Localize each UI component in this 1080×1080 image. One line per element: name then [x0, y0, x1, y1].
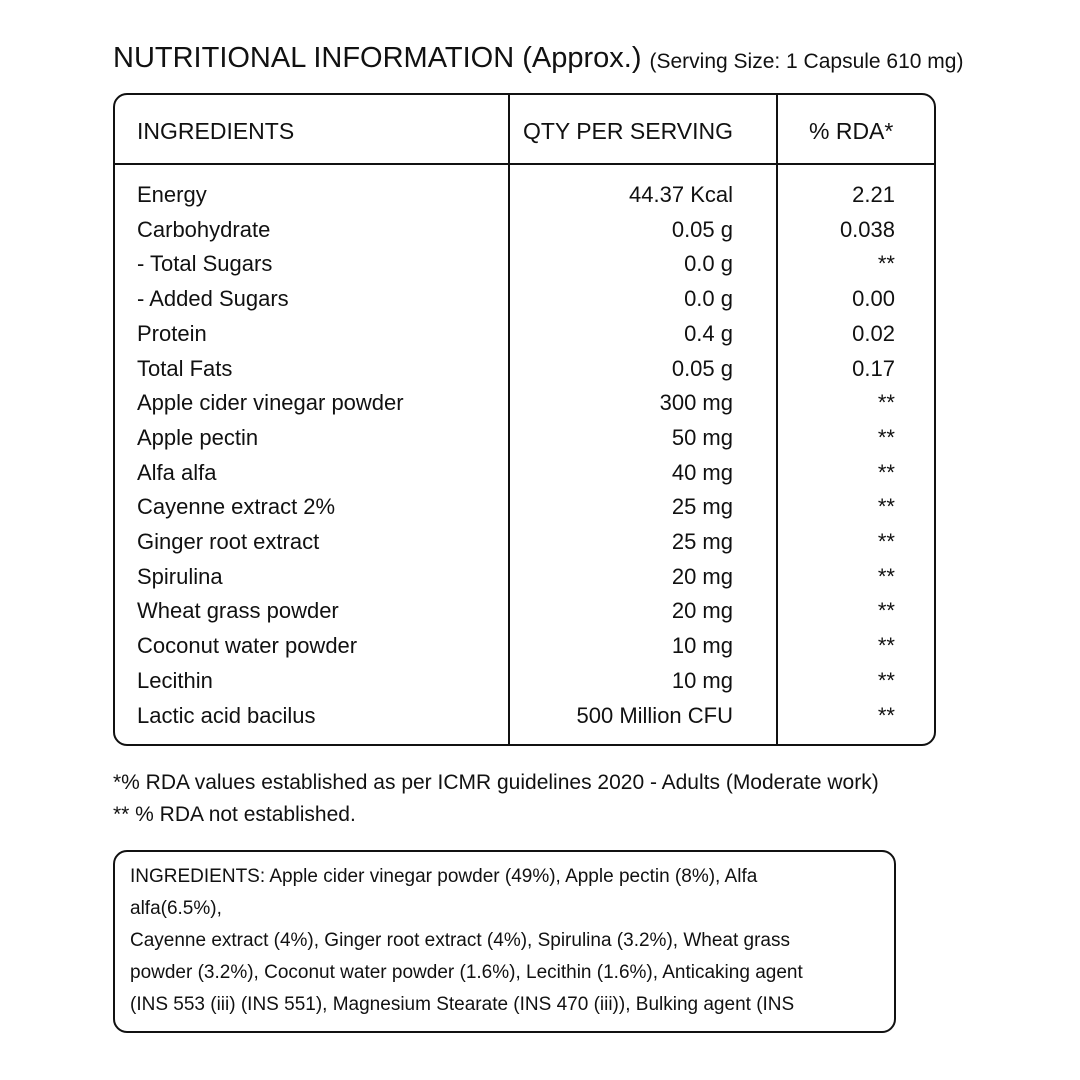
header-divider: [113, 163, 936, 165]
subtitle: (Serving Size: 1 Capsule 610 mg): [649, 50, 964, 73]
quantity: 25 mg: [671, 529, 733, 554]
ingredients-frame: [113, 850, 896, 1033]
quantity: 50 mg: [671, 424, 733, 450]
quantity: 0.0 g: [684, 251, 733, 277]
footnote: *% RDA values established as per ICMR gu…: [113, 771, 879, 794]
ingredients-line: Cayenne extract (4%), Ginger root extrac…: [130, 930, 790, 951]
rda: 0.038: [839, 216, 895, 242]
rda: **: [877, 563, 895, 589]
ingredient-name: Apple cider vinegar powder: [137, 390, 404, 416]
quantity: 20 mg: [671, 563, 733, 589]
ingredient-name: Lactic acid bacilus: [137, 702, 316, 728]
ingredient-name: Alfa alfa: [137, 459, 217, 485]
quantity: 10 mg: [671, 633, 733, 659]
ingredient-name: Energy: [137, 182, 207, 207]
column-divider: [776, 93, 778, 746]
ingredient-name: Apple pectin: [137, 424, 259, 450]
rda: **: [877, 424, 895, 450]
column-header: QTY PER SERVING: [522, 118, 733, 144]
ingredient-name: - Added Sugars: [137, 286, 289, 312]
column-header: % RDA*: [809, 118, 894, 144]
quantity: 20 mg: [671, 598, 733, 624]
ingredient-name: Spirulina: [137, 563, 223, 589]
ingredient-name: Total Fats: [137, 355, 233, 381]
rda: **: [877, 390, 895, 416]
ingredient-name: Coconut water powder: [137, 633, 358, 659]
ingredients-line: (INS 553 (iii) (INS 551), Magnesium Stea…: [130, 994, 795, 1015]
rda: **: [877, 633, 895, 659]
ingredients-line: INGREDIENTS: Apple cider vinegar powder …: [130, 866, 758, 887]
quantity: 0.05 g: [671, 216, 733, 242]
quantity: 25 mg: [671, 494, 733, 520]
quantity: 0.4 g: [684, 320, 733, 346]
ingredient-name: Wheat grass powder: [137, 598, 339, 624]
quantity: 0.0 g: [684, 286, 733, 312]
rda: **: [877, 459, 895, 485]
rda: 0.02: [852, 320, 895, 346]
rda: **: [877, 251, 895, 277]
ingredients-line: powder (3.2%), Coconut water powder (1.6…: [130, 962, 803, 983]
rda: **: [877, 667, 895, 693]
footnote: ** % RDA not established.: [113, 803, 356, 826]
column-header: INGREDIENTS: [137, 118, 295, 144]
title: NUTRITIONAL INFORMATION (Approx.): [113, 42, 642, 74]
ingredient-name: Cayenne extract 2%: [137, 494, 336, 520]
quantity: 44.37 Kcal: [629, 182, 733, 207]
quantity: 300 mg: [659, 390, 733, 416]
ingredient-name: Lecithin: [137, 667, 213, 693]
rda: **: [877, 702, 895, 728]
column-divider: [508, 93, 510, 746]
ingredients-line: alfa(6.5%),: [130, 898, 222, 919]
rda: 0.00: [852, 286, 895, 312]
rda: 2.21: [852, 182, 895, 207]
ingredient-name: Carbohydrate: [137, 216, 271, 242]
rda: **: [877, 598, 895, 624]
ingredient-name: Ginger root extract: [137, 529, 320, 554]
quantity: 10 mg: [671, 667, 733, 693]
rda: **: [877, 529, 895, 554]
rda: 0.17: [852, 355, 895, 381]
quantity: 40 mg: [671, 459, 733, 485]
quantity: 0.05 g: [671, 355, 733, 381]
ingredient-name: Protein: [137, 320, 207, 346]
ingredient-name: - Total Sugars: [137, 251, 273, 277]
rda: **: [877, 494, 895, 520]
nutrition-table-frame: [113, 93, 936, 746]
quantity: 500 Million CFU: [576, 702, 734, 728]
